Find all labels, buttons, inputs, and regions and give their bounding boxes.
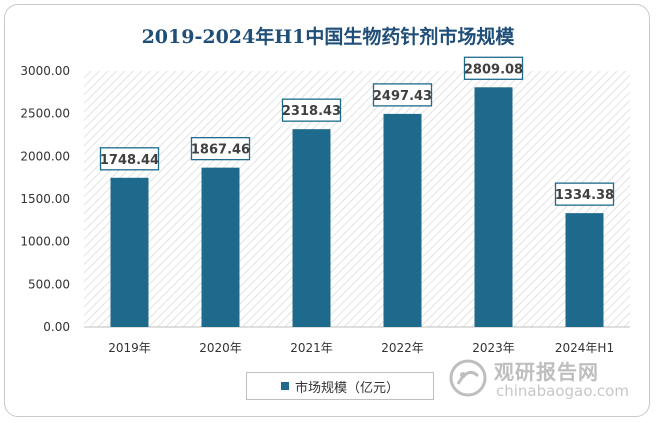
bar — [474, 87, 513, 327]
y-tick-label: 2500.00 — [20, 107, 70, 121]
y-tick-label: 500.00 — [28, 277, 70, 291]
bar — [110, 177, 149, 327]
bar — [565, 213, 604, 327]
bar — [383, 113, 422, 327]
data-label: 1334.38 — [555, 188, 614, 203]
data-label-box — [463, 56, 524, 80]
legend: 市场规模（亿元） — [246, 372, 434, 400]
x-tick-label: 2021年 — [290, 341, 333, 355]
chart-title: 2019-2024年H1中国生物药针剂市场规模 — [141, 26, 515, 48]
x-tick-label: 2019年 — [108, 341, 151, 355]
plot-area — [84, 71, 630, 327]
y-tick-label: 3000.00 — [20, 64, 70, 78]
data-label-box — [190, 136, 251, 161]
x-tick-label: 2022年 — [381, 341, 424, 355]
legend-swatch — [280, 382, 289, 390]
watermark-url: chinabaogao.com — [496, 382, 629, 400]
bar — [292, 129, 331, 327]
data-label: 1867.46 — [191, 143, 250, 158]
data-label: 2809.08 — [464, 62, 523, 77]
watermark: 观研报告网 chinabaogao.com — [442, 352, 642, 406]
legend-label: 市场规模（亿元） — [294, 380, 399, 396]
x-tick-label: 2020年 — [199, 341, 242, 355]
y-tick-label: 2000.00 — [20, 149, 70, 163]
x-tick-label: 2024年H1 — [555, 341, 614, 355]
x-tick-label: 2023年 — [472, 341, 515, 355]
watermark-logo-icon — [449, 359, 487, 397]
data-label: 2318.43 — [282, 104, 341, 119]
data-label-box — [372, 83, 433, 107]
y-tick-label: 0.00 — [43, 320, 70, 334]
bar — [201, 167, 240, 327]
y-tick-label: 1000.00 — [20, 235, 70, 249]
y-tick-label: 1500.00 — [20, 192, 70, 206]
watermark-name: 观研报告网 — [494, 360, 599, 384]
data-label: 2497.43 — [373, 89, 432, 104]
data-label-box — [99, 147, 160, 171]
data-label-box — [554, 182, 615, 206]
data-label-box — [281, 98, 342, 122]
data-label: 1748.44 — [100, 153, 159, 168]
